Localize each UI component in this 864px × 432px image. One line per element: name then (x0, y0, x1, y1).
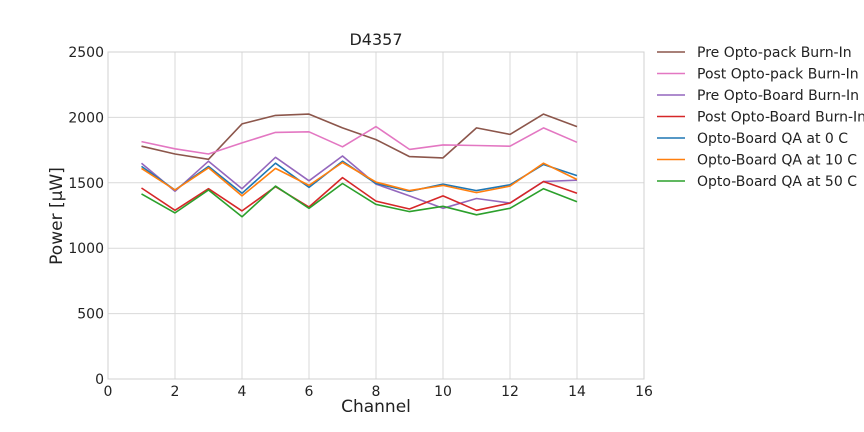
x-tick-label: 4 (238, 384, 247, 400)
legend-label: Opto-Board QA at 10 C (697, 153, 857, 169)
y-tick-label: 500 (77, 307, 104, 323)
legend-label: Post Opto-Board Burn-In (697, 110, 864, 126)
legend-item: Pre Opto-Board Burn-In (657, 88, 859, 104)
x-axis-label: Channel (341, 397, 411, 417)
plot-area (107, 51, 645, 380)
x-tick-label: 10 (434, 384, 452, 400)
legend-item: Opto-Board QA at 0 C (657, 131, 848, 147)
x-tick-label: 8 (372, 384, 381, 400)
series-line-5 (141, 161, 578, 197)
series-line-0 (141, 113, 578, 161)
chart-title: D4357 (349, 30, 402, 49)
grid (107, 51, 645, 380)
y-tick-label: 1500 (68, 176, 104, 192)
y-tick-label: 2500 (68, 45, 104, 61)
legend-label: Post Opto-pack Burn-In (697, 67, 859, 83)
legend-label: Pre Opto-Board Burn-In (697, 88, 859, 104)
y-axis-label: Power [µW] (47, 167, 67, 265)
x-tick-label: 6 (305, 384, 314, 400)
series-lines (140, 113, 578, 218)
series-line-2 (140, 155, 578, 210)
legend-label: Opto-Board QA at 50 C (697, 174, 857, 190)
y-tick-label: 2000 (68, 110, 104, 126)
series-line-1 (141, 125, 578, 155)
y-tick-label: 1000 (68, 241, 104, 257)
series-line-6 (141, 182, 578, 218)
x-tick-label: 2 (171, 384, 180, 400)
series-line-3 (141, 176, 578, 212)
x-tick-label: 14 (568, 384, 586, 400)
x-tick-label: 12 (501, 384, 519, 400)
x-tick-label: 16 (635, 384, 653, 400)
x-tick-label: 0 (104, 384, 113, 400)
y-tick-label: 0 (95, 372, 104, 388)
legend-item: Post Opto-Board Burn-In (657, 110, 864, 126)
legend-label: Opto-Board QA at 0 C (697, 131, 848, 147)
legend-item: Pre Opto-pack Burn-In (657, 45, 852, 61)
legend-item: Opto-Board QA at 50 C (657, 174, 857, 190)
tick-labels: 0 2 4 6 8 10 12 14 16 0 500 1000 1500 2000 2500 (68, 45, 653, 400)
legend-item: Opto-Board QA at 10 C (657, 153, 857, 169)
legend: Pre Opto-pack Burn-In Post Opto-pack Burn… (657, 45, 864, 190)
legend-label: Pre Opto-pack Burn-In (697, 45, 852, 61)
legend-item: Post Opto-pack Burn-In (657, 67, 859, 83)
